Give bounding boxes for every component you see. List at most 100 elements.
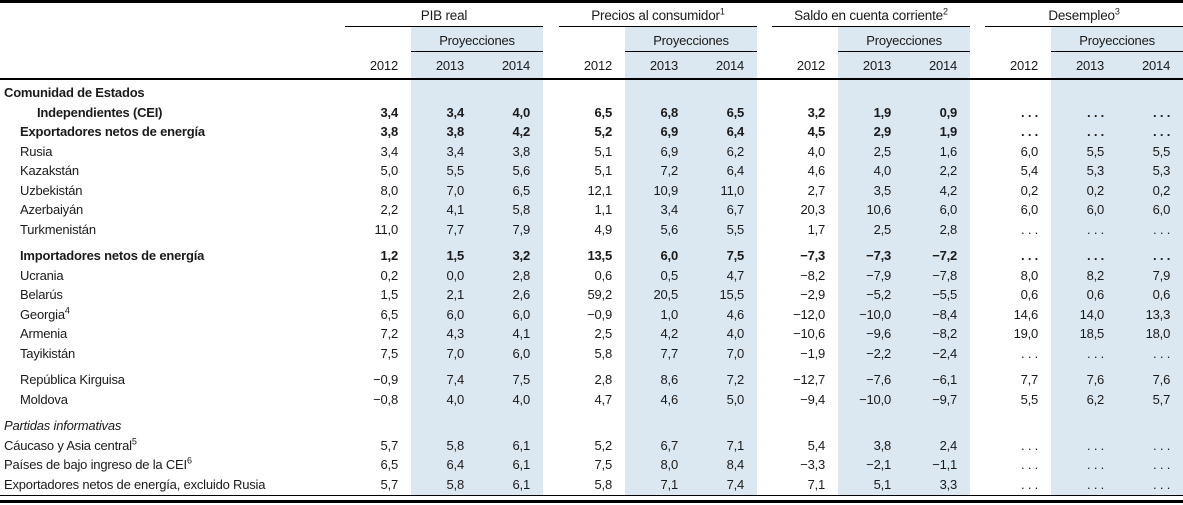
value-cell: −9,7 bbox=[904, 390, 971, 410]
value-cell: 2,8 bbox=[477, 266, 544, 286]
year-header: 2014 bbox=[1117, 51, 1183, 80]
value-cell: 7,2 bbox=[691, 370, 758, 390]
column-gap bbox=[543, 162, 559, 182]
value-cell bbox=[772, 417, 838, 437]
row-label: Cáucaso y Asia central5 bbox=[4, 436, 137, 453]
group-title-row: PIB real Precios al consumidor1 Saldo en c… bbox=[0, 1, 1183, 27]
value-cell: 5,4 bbox=[1020, 163, 1039, 178]
value-cell: 5,1 bbox=[594, 163, 613, 178]
row-label: Ucrania bbox=[20, 267, 64, 283]
column-gap bbox=[543, 220, 559, 240]
column-gap bbox=[543, 390, 559, 410]
column-gap bbox=[757, 181, 772, 201]
spacer-cell bbox=[411, 409, 477, 417]
table-row: Kazakstán 5,0 5,5 5,6 5,1 7,2 6,4 4,6 4,0 2,2 5,4 5… bbox=[0, 161, 1183, 182]
value-cell: . . . bbox=[1051, 436, 1118, 456]
column-gap bbox=[970, 51, 986, 80]
spacer-cell bbox=[985, 410, 1051, 417]
value-cell bbox=[1117, 79, 1183, 103]
column-gap bbox=[757, 220, 772, 240]
value-cell: −9,6 bbox=[838, 324, 905, 344]
value-cell bbox=[559, 79, 625, 103]
column-gap bbox=[970, 247, 985, 267]
value-cell: 1,9 bbox=[904, 122, 971, 142]
value-cell: 0,2 bbox=[1020, 182, 1039, 198]
value-cell: 7,6 bbox=[1117, 370, 1183, 390]
value-cell: 7,4 bbox=[411, 370, 477, 390]
value-cell: 3,2 bbox=[477, 246, 544, 266]
column-gap bbox=[757, 240, 772, 247]
value-cell: 5,2 bbox=[594, 124, 613, 139]
value-cell: 5,7 bbox=[345, 475, 411, 496]
value-cell: 1,5 bbox=[380, 287, 399, 302]
year-header: 2013 bbox=[838, 51, 905, 80]
year-2012-spacer bbox=[559, 27, 625, 52]
spacer-cell bbox=[625, 239, 692, 247]
value-cell: 7,1 bbox=[772, 475, 839, 496]
table-row: Armenia 7,2 4,3 4,1 2,5 4,2 4,0 −10,6 −9,6 −8,2 19… bbox=[0, 324, 1183, 344]
value-cell: 6,0 bbox=[1051, 200, 1118, 220]
column-group-header: Precios al consumidor1 bbox=[559, 1, 758, 27]
spacer-cell bbox=[345, 410, 411, 417]
value-cell: 6,0 bbox=[477, 344, 544, 364]
value-cell: 6,0 bbox=[1020, 202, 1039, 217]
value-cell: −0,8 bbox=[373, 391, 398, 407]
value-cell: 5,5 bbox=[1117, 142, 1183, 162]
value-cell: −2,9 bbox=[800, 287, 826, 302]
spacer-cell bbox=[904, 409, 971, 417]
row-label: Exportadores netos de energía bbox=[20, 124, 205, 139]
value-cell: 6,5 bbox=[380, 306, 399, 322]
value-cell: 2,1 bbox=[411, 285, 477, 305]
value-cell bbox=[411, 79, 477, 103]
spacer-cell bbox=[985, 364, 1051, 371]
year-2012-spacer bbox=[772, 27, 838, 52]
spacer-cell bbox=[985, 240, 1051, 247]
column-gap bbox=[543, 51, 560, 80]
spacer-cell bbox=[838, 239, 905, 247]
projections-header: Proyecciones bbox=[625, 26, 758, 52]
column-gap bbox=[970, 344, 985, 364]
value-cell: 3,8 bbox=[411, 122, 477, 142]
value-cell bbox=[1051, 416, 1118, 436]
value-cell: 6,5 bbox=[380, 457, 399, 472]
value-cell bbox=[625, 416, 692, 436]
value-cell: −1,1 bbox=[904, 455, 971, 475]
value-cell: 4,7 bbox=[594, 391, 613, 407]
column-gap bbox=[543, 475, 560, 496]
value-cell: −5,5 bbox=[904, 285, 971, 305]
value-cell: 7,1 bbox=[625, 475, 692, 496]
column-gap bbox=[543, 286, 559, 306]
value-cell: −7,8 bbox=[904, 266, 971, 286]
value-cell: −7,6 bbox=[838, 370, 905, 390]
column-gap bbox=[543, 27, 559, 52]
value-cell: . . . bbox=[1117, 246, 1183, 266]
value-cell: −12,7 bbox=[793, 372, 826, 387]
value-cell: 5,0 bbox=[380, 163, 399, 178]
value-cell: 13,5 bbox=[587, 248, 613, 263]
value-cell: 4,5 bbox=[807, 124, 826, 139]
value-cell: 7,0 bbox=[411, 344, 477, 364]
column-gap bbox=[970, 220, 985, 240]
spacer-cell bbox=[411, 239, 477, 247]
column-group-header: Desempleo3 bbox=[985, 1, 1183, 27]
value-cell: 3,5 bbox=[838, 181, 905, 201]
column-group-header: Saldo en cuenta corriente2 bbox=[772, 1, 971, 27]
spacer-cell bbox=[411, 363, 477, 371]
value-cell: 5,7 bbox=[1117, 390, 1183, 410]
spacer-cell bbox=[477, 239, 544, 247]
column-gap bbox=[757, 286, 772, 306]
value-cell: 3,8 bbox=[838, 436, 905, 456]
spacer-cell bbox=[1117, 239, 1183, 247]
value-cell: 6,0 bbox=[904, 200, 971, 220]
value-cell: 4,0 bbox=[807, 143, 826, 159]
value-cell: 7,7 bbox=[411, 220, 477, 240]
value-cell: −2,2 bbox=[838, 344, 905, 364]
column-gap bbox=[757, 201, 772, 221]
value-cell: 5,7 bbox=[380, 437, 399, 453]
column-group-header: PIB real bbox=[345, 1, 544, 27]
value-cell: . . . bbox=[1021, 345, 1039, 361]
value-cell: 5,8 bbox=[411, 436, 477, 456]
value-cell: 6,5 bbox=[477, 181, 544, 201]
table-row: Azerbaiyán 2,2 4,1 5,8 1,1 3,4 6,7 20,3 10,6 6,0 6… bbox=[0, 200, 1183, 221]
row-label: Partidas informativas bbox=[4, 418, 122, 433]
